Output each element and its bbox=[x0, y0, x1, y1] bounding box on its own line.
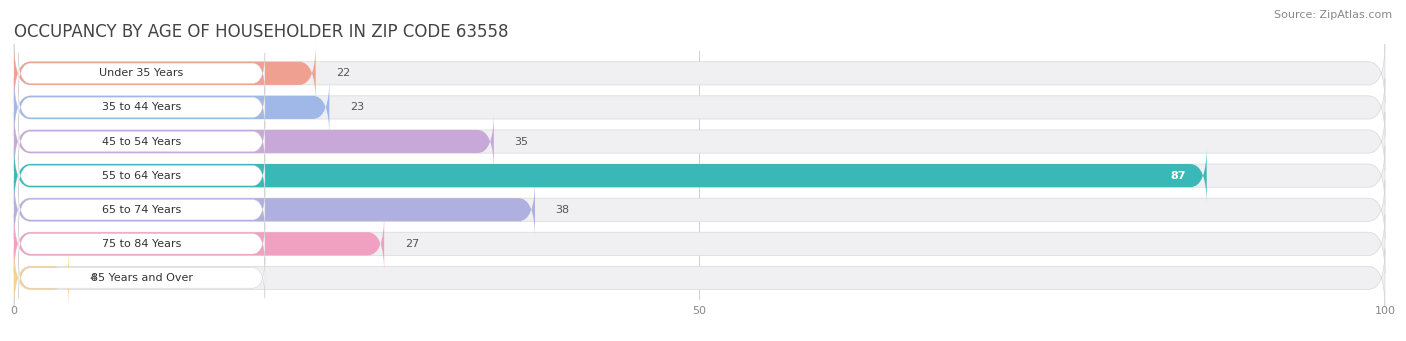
Text: 4: 4 bbox=[90, 273, 97, 283]
FancyBboxPatch shape bbox=[18, 155, 264, 196]
FancyBboxPatch shape bbox=[18, 53, 264, 94]
FancyBboxPatch shape bbox=[14, 249, 69, 307]
Text: 22: 22 bbox=[336, 68, 350, 78]
Text: Under 35 Years: Under 35 Years bbox=[100, 68, 184, 78]
Text: 65 to 74 Years: 65 to 74 Years bbox=[101, 205, 181, 215]
Text: 35: 35 bbox=[515, 136, 529, 147]
FancyBboxPatch shape bbox=[14, 146, 1206, 205]
FancyBboxPatch shape bbox=[14, 44, 1385, 103]
Text: 87: 87 bbox=[1171, 170, 1187, 181]
FancyBboxPatch shape bbox=[14, 78, 1385, 137]
FancyBboxPatch shape bbox=[14, 44, 315, 103]
Text: 38: 38 bbox=[555, 205, 569, 215]
Text: OCCUPANCY BY AGE OF HOUSEHOLDER IN ZIP CODE 63558: OCCUPANCY BY AGE OF HOUSEHOLDER IN ZIP C… bbox=[14, 23, 509, 41]
Text: 45 to 54 Years: 45 to 54 Years bbox=[101, 136, 181, 147]
Text: 35 to 44 Years: 35 to 44 Years bbox=[101, 102, 181, 113]
FancyBboxPatch shape bbox=[18, 87, 264, 128]
FancyBboxPatch shape bbox=[18, 257, 264, 298]
FancyBboxPatch shape bbox=[14, 146, 1385, 205]
FancyBboxPatch shape bbox=[18, 223, 264, 264]
FancyBboxPatch shape bbox=[14, 180, 1385, 239]
FancyBboxPatch shape bbox=[14, 112, 1385, 171]
FancyBboxPatch shape bbox=[18, 189, 264, 230]
FancyBboxPatch shape bbox=[14, 112, 494, 171]
Text: 55 to 64 Years: 55 to 64 Years bbox=[103, 170, 181, 181]
Text: 85 Years and Over: 85 Years and Over bbox=[90, 273, 193, 283]
FancyBboxPatch shape bbox=[14, 214, 384, 273]
FancyBboxPatch shape bbox=[14, 180, 534, 239]
FancyBboxPatch shape bbox=[18, 121, 264, 162]
Text: Source: ZipAtlas.com: Source: ZipAtlas.com bbox=[1274, 10, 1392, 20]
Text: 23: 23 bbox=[350, 102, 364, 113]
FancyBboxPatch shape bbox=[14, 78, 329, 137]
FancyBboxPatch shape bbox=[14, 214, 1385, 273]
FancyBboxPatch shape bbox=[14, 249, 1385, 307]
Text: 75 to 84 Years: 75 to 84 Years bbox=[101, 239, 181, 249]
Text: 27: 27 bbox=[405, 239, 419, 249]
